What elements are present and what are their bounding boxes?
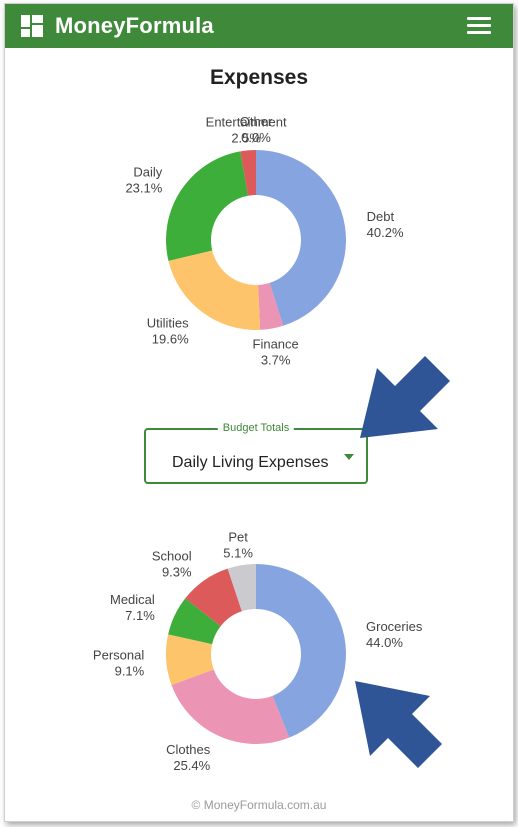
slice-value-label: 0.0%: [241, 130, 271, 145]
slice-label: Entertainment: [206, 114, 287, 129]
donut-slice-pet: [227, 564, 256, 612]
slice-label: Daily: [133, 165, 162, 180]
slice-value-label: 40.2%: [367, 225, 404, 240]
slice-label: Groceries: [366, 619, 423, 634]
donut-slice-entertainment: [240, 150, 256, 196]
donut-slice-personal: [166, 634, 214, 686]
budget-totals-select[interactable]: Budget Totals Daily Living Expenses: [144, 422, 368, 484]
app-title: MoneyFormula: [55, 13, 214, 38]
donut-slice-clothes: [171, 669, 290, 744]
slice-label: School: [152, 548, 192, 563]
chevron-down-icon: [344, 454, 354, 460]
arrow-pointer-icon: [355, 681, 442, 768]
slice-label: Medical: [110, 592, 155, 607]
donut-slice-school: [185, 568, 242, 627]
slice-label: Finance: [253, 336, 299, 351]
arrow-pointer-icon: [360, 356, 450, 438]
logo-icon: [21, 15, 43, 37]
donut-slice-finance: [258, 282, 284, 330]
hamburger-menu-icon[interactable]: [467, 17, 491, 35]
slice-value-label: 2.5%: [231, 130, 261, 145]
slice-value-label: 23.1%: [125, 181, 162, 196]
donut-slice-daily: [166, 151, 249, 261]
footer-copyright: © MoneyFormula.com.au: [191, 798, 327, 812]
slice-label: Clothes: [166, 742, 211, 757]
slice-label: Pet: [228, 529, 248, 544]
slice-value-label: 7.1%: [125, 608, 155, 623]
page-title: Expenses: [209, 66, 309, 89]
slice-value-label: 3.7%: [261, 352, 291, 367]
slice-value-label: 19.6%: [152, 331, 189, 346]
donut-slice-groceries: [256, 564, 346, 738]
donut-slice-debt: [256, 150, 347, 326]
expenses-donut-chart: Debt40.2%Finance3.7%Utilities19.6%Daily2…: [125, 114, 404, 367]
slice-label: Other: [240, 114, 273, 129]
slice-label: Debt: [367, 209, 395, 224]
donut-slice-utilities: [168, 250, 261, 330]
slice-value-label: 25.4%: [173, 758, 210, 773]
slice-value-label: 9.3%: [162, 564, 192, 579]
slice-value-label: 44.0%: [366, 635, 403, 650]
top-app-bar: MoneyFormula: [5, 4, 513, 48]
slice-label: Utilities: [147, 315, 189, 330]
slice-value-label: 5.1%: [223, 545, 253, 560]
budget-totals-value: Daily Living Expenses: [172, 454, 329, 471]
slice-value-label: 9.1%: [115, 663, 145, 678]
slice-label: Personal: [93, 647, 144, 662]
budget-totals-label: Budget Totals: [217, 422, 295, 434]
donut-slice-medical: [168, 598, 221, 645]
app-frame: MoneyFormula Expenses Debt 40.2% Finance 3.…: [4, 3, 514, 822]
